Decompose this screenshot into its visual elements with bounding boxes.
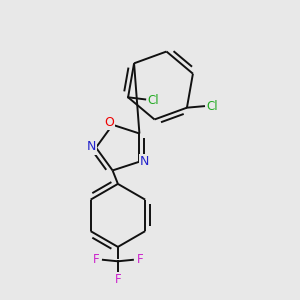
Text: N: N <box>140 154 149 168</box>
Text: F: F <box>92 253 99 266</box>
Text: Cl: Cl <box>148 94 159 107</box>
Text: N: N <box>86 140 96 154</box>
Text: F: F <box>137 253 143 266</box>
Text: F: F <box>115 273 121 286</box>
Text: O: O <box>104 116 114 129</box>
Text: Cl: Cl <box>207 100 218 113</box>
